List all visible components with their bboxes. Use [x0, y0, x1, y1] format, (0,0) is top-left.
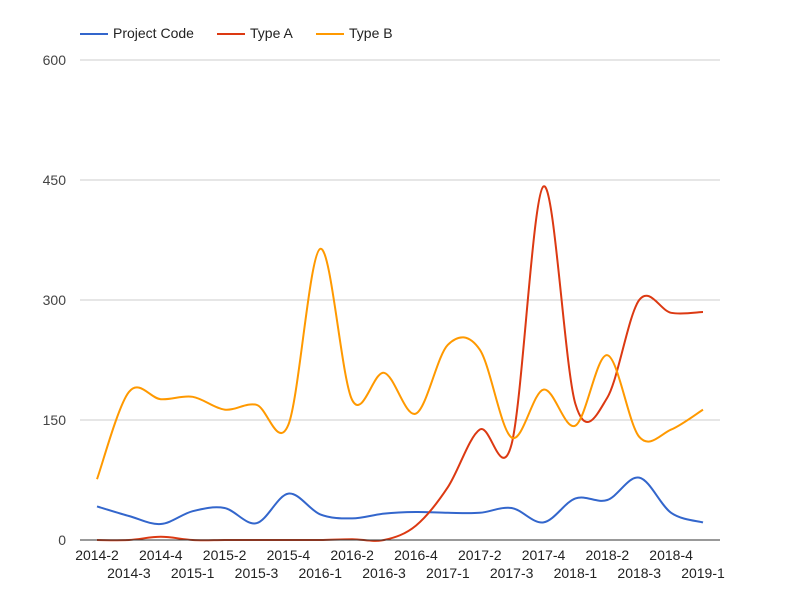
y-axis-ticks: 0 150 300 450 600 [43, 52, 67, 548]
gridlines [80, 59, 720, 421]
x-tick-label: 2014-3 [107, 565, 151, 581]
x-tick-label: 2017-4 [522, 547, 566, 563]
y-tick-label: 0 [58, 532, 66, 548]
x-tick-label: 2014-4 [139, 547, 183, 563]
x-tick-label: 2016-1 [298, 565, 342, 581]
legend-label: Project Code [113, 25, 194, 41]
x-tick-label: 2014-2 [75, 547, 119, 563]
x-tick-label: 2018-3 [617, 565, 661, 581]
legend: Project Code Type A Type B [80, 25, 393, 41]
series-lines [96, 185, 704, 542]
legend-label: Type A [250, 25, 293, 41]
x-tick-label: 2019-1 [681, 565, 725, 581]
x-tick-label: 2018-1 [554, 565, 598, 581]
x-tick-label: 2015-1 [171, 565, 215, 581]
y-tick-label: 300 [43, 292, 67, 308]
x-tick-label: 2018-4 [649, 547, 693, 563]
x-axis-ticks: 2014-2 2014-3 2014-4 2015-1 2015-2 2015-3 2015… [75, 547, 725, 581]
x-tick-label: 2015-3 [235, 565, 279, 581]
x-tick-label: 2016-3 [362, 565, 406, 581]
x-tick-label: 2017-3 [490, 565, 534, 581]
series-line-type-b [96, 247, 704, 480]
x-tick-label: 2017-1 [426, 565, 470, 581]
y-tick-label: 150 [43, 412, 67, 428]
series-line-project-code [96, 476, 704, 526]
y-tick-label: 600 [43, 52, 67, 68]
x-tick-label: 2015-4 [267, 547, 311, 563]
x-tick-label: 2015-2 [203, 547, 247, 563]
y-tick-label: 450 [43, 172, 67, 188]
legend-label: Type B [349, 25, 393, 41]
x-tick-label: 2016-2 [330, 547, 374, 563]
x-tick-label: 2018-2 [586, 547, 630, 563]
series-line-type-a [96, 185, 704, 542]
x-tick-label: 2016-4 [394, 547, 438, 563]
x-tick-label: 2017-2 [458, 547, 502, 563]
